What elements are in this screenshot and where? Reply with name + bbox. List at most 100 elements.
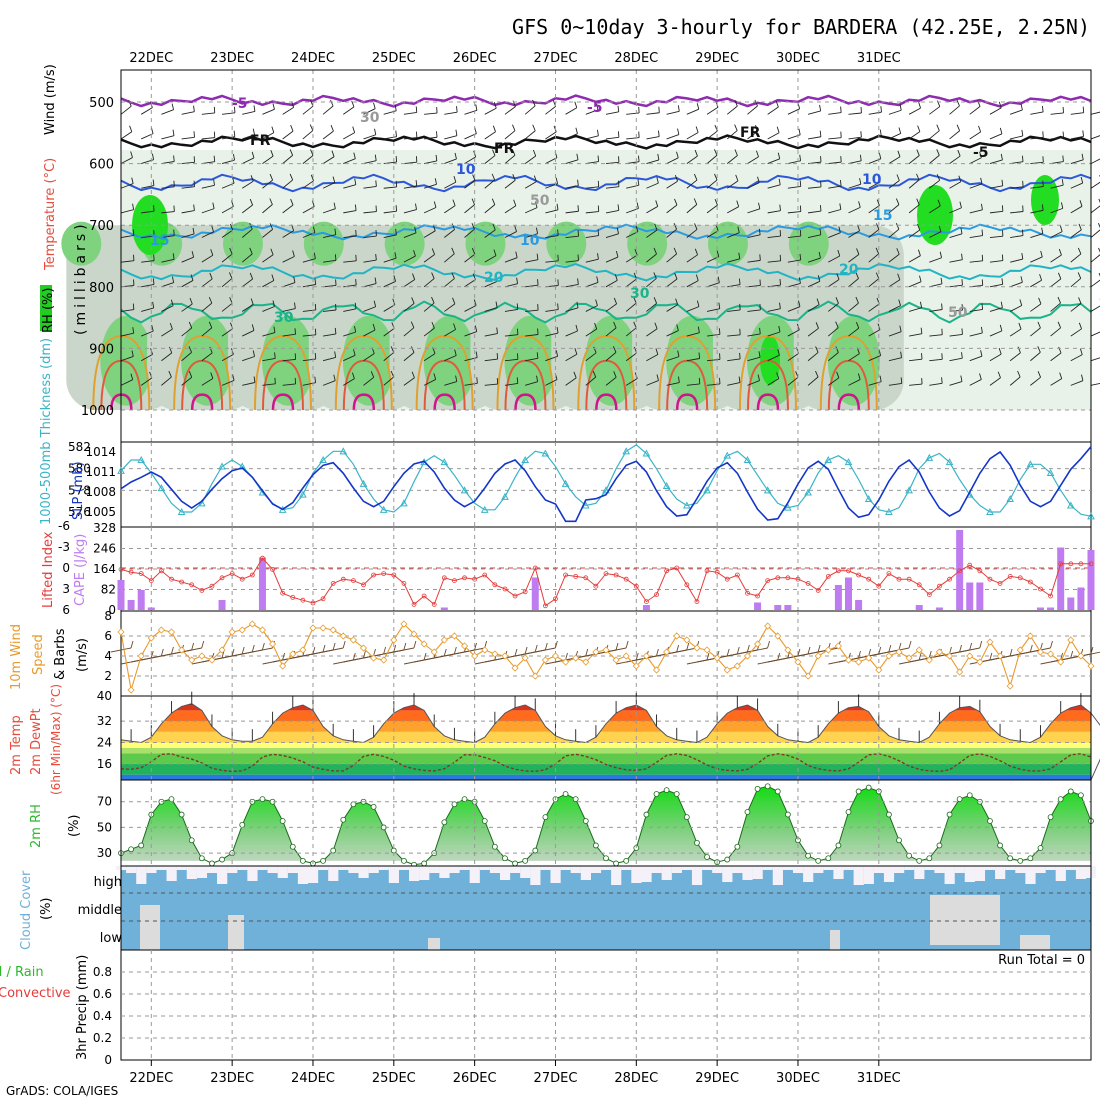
cloud-high-gap xyxy=(813,866,823,873)
isotherm-label: 50 xyxy=(948,305,968,321)
cloud-high-gap xyxy=(864,866,874,884)
date-label-top: 31DEC xyxy=(857,51,901,66)
rh2m-point xyxy=(260,797,265,802)
wind10m-speed-label: Speed xyxy=(31,634,46,675)
cape-bar xyxy=(916,605,923,610)
cloud-high-gap xyxy=(136,866,146,884)
wind-barb-flag xyxy=(1022,156,1023,162)
cloud-high-gap xyxy=(389,866,399,883)
date-label-bottom: 22DEC xyxy=(129,1071,173,1086)
temp-color-band xyxy=(121,764,1091,775)
wind10m-unit-label: (m/s) xyxy=(75,638,90,672)
cloud-high-gap xyxy=(540,866,550,870)
pressure-tick-label: 1000 xyxy=(81,404,114,419)
cloud-high-gap xyxy=(217,866,227,884)
cape-bar xyxy=(259,558,266,611)
rh-blob-mid xyxy=(627,222,667,266)
rh2m-point xyxy=(897,838,902,843)
cloud-high-gap xyxy=(904,866,914,870)
rh2m-point xyxy=(967,793,972,798)
precip-convective-label: Convective xyxy=(0,986,71,1001)
cape-bar xyxy=(148,608,155,611)
rh2m-point xyxy=(513,861,518,866)
cloud-high-gap xyxy=(338,866,348,870)
cloud-high-gap xyxy=(591,866,601,873)
cloud-high-gap xyxy=(833,866,843,879)
wind10m-axis-label: 10m Wind xyxy=(9,624,24,690)
rh2m-point xyxy=(1048,815,1053,820)
rh2m-point xyxy=(139,843,144,848)
rh-high-blob xyxy=(917,185,953,245)
isotherm-label: -5 xyxy=(587,100,603,116)
chart-title: GFS 0~10day 3-hourly for BARDERA (42.25E… xyxy=(512,15,1090,39)
cloud-high-gap xyxy=(500,866,510,880)
wind-tick-label: 8 xyxy=(104,609,112,623)
millibars-axis-label: (millibars) xyxy=(73,220,89,335)
rh2m-tick-label: 50 xyxy=(97,820,112,834)
rh2m-point xyxy=(280,819,285,824)
rh2m-point xyxy=(452,802,457,807)
rh2m-point xyxy=(725,857,730,862)
cloud-low-gap xyxy=(140,905,160,950)
slp-tick-label: 1005 xyxy=(85,505,116,519)
cloud-high-gap xyxy=(1066,866,1076,870)
date-label-top: 28DEC xyxy=(614,51,658,66)
wind-barb-flag xyxy=(942,303,943,309)
isotherm-label: -5 xyxy=(973,145,989,161)
rh2m-point xyxy=(220,857,225,862)
rh2m-axis-label: 2m RH xyxy=(29,804,44,848)
wind-barb-flag xyxy=(841,107,842,113)
rh2m-point xyxy=(624,858,629,863)
rh2m-point xyxy=(684,815,689,820)
rh2m-point xyxy=(523,858,528,863)
wind-barb-flag xyxy=(517,377,518,383)
rh2m-point xyxy=(654,792,659,797)
cloud-high-gap xyxy=(945,866,955,884)
pressure-tick-label: 900 xyxy=(89,342,114,357)
rh2m-point xyxy=(593,843,598,848)
cape-tick-label: 164 xyxy=(93,562,116,576)
rh2m-point xyxy=(947,812,952,817)
rh2m-point xyxy=(290,844,295,849)
date-label-bottom: 28DEC xyxy=(614,1071,658,1086)
cloud-high-gap xyxy=(257,866,267,870)
cloud-high-gap xyxy=(197,866,207,878)
wind-barb-flag xyxy=(942,377,943,383)
cloud-high-gap xyxy=(278,866,288,878)
rh2m-point xyxy=(987,819,992,824)
run-total-label: Run Total = 0 xyxy=(998,953,1085,968)
rh2m-point xyxy=(583,819,588,824)
wind-barb-flag xyxy=(598,156,599,162)
rh2m-point xyxy=(1078,793,1083,798)
li-tick-label: 6 xyxy=(62,603,70,617)
cloud-high-gap xyxy=(369,866,379,873)
wind-barb-flag xyxy=(780,279,781,285)
slp-tick-label: 1014 xyxy=(85,445,116,459)
cloud-high-gap xyxy=(268,866,278,873)
cloud-high-gap xyxy=(662,866,672,880)
cloud-high-gap xyxy=(722,866,732,882)
date-label-top: 30DEC xyxy=(776,51,820,66)
rh2m-point xyxy=(806,853,811,858)
cloud-high-gap xyxy=(985,866,995,870)
cloud-high-gap xyxy=(146,866,156,873)
cloud-high-gap xyxy=(480,866,490,870)
wind-barb-flag xyxy=(861,131,862,137)
isotherm-label: 15 xyxy=(150,233,169,249)
isotherm-label: 10 xyxy=(520,233,540,249)
wind-barb-flag xyxy=(760,254,761,260)
rh2m-point xyxy=(422,861,427,866)
wind-barb-flag xyxy=(133,229,134,235)
wind10m-barbs-label: & Barbs xyxy=(53,628,68,680)
rh2m-point xyxy=(785,812,790,817)
cape-bar xyxy=(845,578,852,611)
temp2m-axis-label: 2m Temp xyxy=(9,715,24,775)
li-tick-label: -6 xyxy=(58,519,70,533)
cloud-high-gap xyxy=(793,866,803,873)
cloud-high-gap xyxy=(520,866,530,878)
wind-barb-flag xyxy=(558,230,559,236)
isotherm-label: 30 xyxy=(360,110,380,126)
wind-barb-flag xyxy=(174,156,175,162)
